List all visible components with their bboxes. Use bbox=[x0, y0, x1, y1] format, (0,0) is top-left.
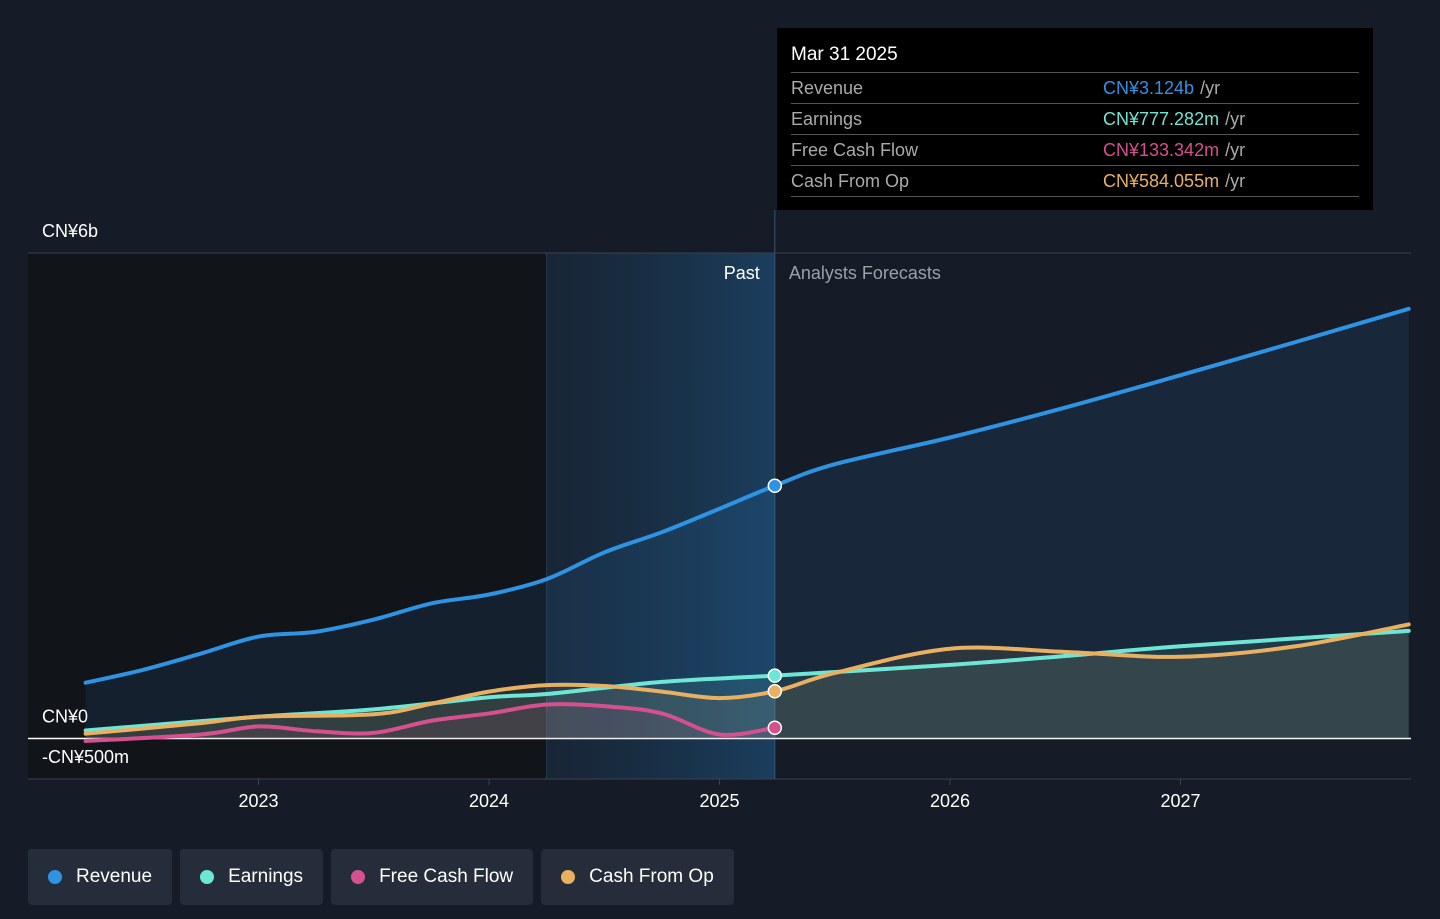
tooltip-row: Free Cash Flow CN¥133.342m/yr bbox=[791, 135, 1359, 166]
legend-item[interactable]: Revenue bbox=[28, 849, 173, 905]
tooltip-row: Cash From Op CN¥584.055m/yr bbox=[791, 166, 1359, 197]
legend-swatch bbox=[561, 870, 576, 884]
x-tick-label: 2023 bbox=[238, 791, 278, 811]
x-tick-label: 2027 bbox=[1160, 791, 1200, 811]
x-tick-label: 2025 bbox=[699, 791, 739, 811]
series-line bbox=[83, 702, 777, 743]
series-line bbox=[83, 306, 1411, 685]
forecast-label: Analysts Forecasts bbox=[789, 263, 941, 283]
legend-label: Earnings bbox=[228, 866, 304, 887]
x-tick-label: 2024 bbox=[469, 791, 509, 811]
area bbox=[85, 630, 1409, 739]
legend-item[interactable]: Earnings bbox=[180, 849, 324, 905]
legend-swatch bbox=[48, 870, 62, 884]
lines bbox=[83, 306, 1411, 743]
tooltip-title: Mar 31 2025 bbox=[791, 42, 1359, 73]
tooltip-value: CN¥133.342m bbox=[1103, 140, 1220, 160]
legend-item[interactable]: Free Cash Flow bbox=[331, 849, 534, 905]
x-tick-label: 2026 bbox=[930, 791, 970, 811]
tooltip-label: Free Cash Flow bbox=[791, 140, 919, 160]
legend-swatch bbox=[351, 870, 366, 884]
past-region bbox=[28, 253, 547, 779]
tooltip-row: Earnings CN¥777.282m/yr bbox=[791, 104, 1359, 135]
markers bbox=[767, 478, 783, 735]
legend-label: Free Cash Flow bbox=[379, 866, 514, 887]
point-marker bbox=[767, 684, 783, 699]
y-tick-label: CN¥0 bbox=[42, 706, 88, 726]
tooltip-value: CN¥584.055m bbox=[1103, 171, 1220, 191]
legend-label: Cash From Op bbox=[589, 866, 714, 887]
point-marker bbox=[767, 720, 783, 735]
tooltip-value: CN¥3.124b bbox=[1103, 78, 1195, 98]
past-label: Past bbox=[724, 263, 760, 283]
series-line bbox=[83, 628, 1411, 733]
tooltip-unit: /yr bbox=[1225, 140, 1246, 160]
tooltip-unit: /yr bbox=[1225, 171, 1246, 191]
point-marker bbox=[767, 668, 783, 683]
point-marker bbox=[767, 478, 783, 493]
legend-swatch bbox=[200, 870, 215, 884]
tooltip-label: Cash From Op bbox=[791, 171, 910, 191]
legend: Revenue Earnings Free Cash Flow Cash From O… bbox=[28, 849, 734, 905]
tooltip-unit: /yr bbox=[1200, 78, 1221, 98]
area bbox=[85, 308, 1409, 739]
chart: Past Analysts Forecasts -CN¥500m CN¥0 CN¥6b 2… bbox=[28, 210, 1411, 811]
y-tick-label: CN¥6b bbox=[42, 221, 98, 241]
tooltip-row: Revenue CN¥3.124b/yr bbox=[791, 73, 1359, 104]
tooltip: Mar 31 2025 Revenue CN¥3.124b/yr Earnings C… bbox=[777, 28, 1373, 210]
tooltip-unit: /yr bbox=[1225, 109, 1246, 129]
series-line bbox=[83, 622, 1411, 736]
y-tick-label: -CN¥500m bbox=[42, 747, 129, 767]
tooltip-value: CN¥777.282m bbox=[1103, 109, 1220, 129]
legend-item[interactable]: Cash From Op bbox=[541, 849, 734, 905]
tooltip-label: Revenue bbox=[791, 78, 864, 98]
legend-label: Revenue bbox=[76, 866, 153, 887]
tooltip-label: Earnings bbox=[791, 109, 863, 129]
